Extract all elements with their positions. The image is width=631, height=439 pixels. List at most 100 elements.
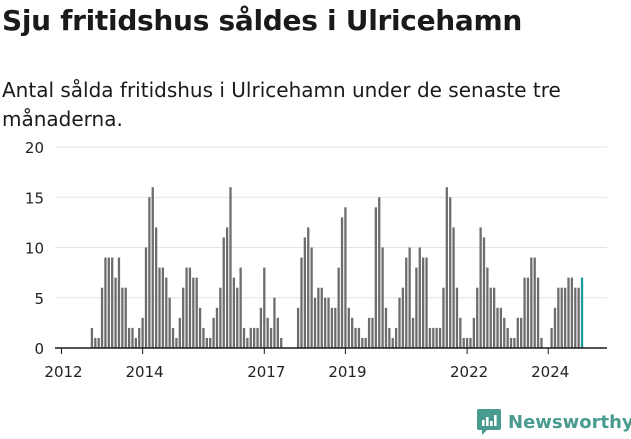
bar (161, 267, 165, 348)
bar (374, 207, 377, 348)
bar (445, 187, 448, 348)
bar (378, 197, 381, 348)
newsworthy-logo: Newsworthy (476, 408, 631, 436)
bar (367, 317, 371, 348)
bar (323, 297, 327, 348)
bar (560, 287, 563, 348)
bar (405, 257, 408, 348)
bar (455, 287, 459, 348)
bar (553, 307, 557, 348)
bar (469, 337, 472, 348)
bar (249, 327, 252, 348)
bar (276, 317, 279, 348)
bar (536, 277, 540, 348)
bar (111, 257, 114, 348)
y-tick-label: 0 (34, 340, 44, 358)
bar (117, 257, 121, 348)
bar (269, 327, 273, 348)
bar (107, 257, 110, 348)
bar (476, 287, 479, 348)
x-tick-label: 2024 (531, 363, 569, 380)
bar (486, 267, 489, 348)
bar (165, 277, 168, 348)
bar (259, 307, 263, 348)
brand-name: Newsworthy (508, 411, 631, 433)
chart-title: Sju fritidshus såldes i Ulricehamn (2, 4, 523, 37)
bar (344, 207, 347, 348)
bar (449, 197, 452, 348)
bar (300, 257, 303, 348)
bar (229, 187, 232, 348)
x-tick-label: 2022 (450, 363, 488, 380)
bar (273, 297, 276, 348)
bar (577, 287, 580, 348)
bar (503, 317, 506, 348)
bar (198, 307, 202, 348)
bar (520, 317, 523, 348)
bar (354, 327, 357, 348)
y-tick-label: 20 (25, 139, 44, 157)
bar (317, 287, 320, 348)
bar (131, 327, 134, 348)
bar (188, 267, 192, 348)
bar (151, 187, 154, 348)
bar (523, 277, 526, 348)
bar (253, 327, 256, 348)
bar (530, 257, 533, 348)
bar (246, 337, 249, 348)
y-axis: 0 5 10 15 20 (25, 139, 44, 358)
x-tick-label: 2012 (44, 363, 82, 380)
bar (351, 317, 354, 348)
bar (171, 327, 175, 348)
bar (215, 307, 219, 348)
bar (134, 337, 138, 348)
bar (533, 257, 536, 348)
bar (394, 327, 398, 348)
bar (296, 307, 300, 348)
bar (175, 337, 178, 348)
bar (202, 327, 205, 348)
bar (411, 317, 415, 348)
bar (327, 297, 330, 348)
bar (263, 267, 266, 348)
bar (482, 237, 486, 348)
chart-bars (90, 187, 584, 348)
bar (114, 277, 117, 348)
bar (225, 227, 229, 348)
x-tick-label: 2019 (328, 363, 366, 380)
bar (313, 297, 317, 348)
bar (509, 337, 513, 348)
bar (422, 257, 425, 348)
bar (361, 337, 364, 348)
bar (452, 227, 455, 348)
bar (141, 317, 144, 348)
bar (557, 287, 560, 348)
bar (178, 317, 181, 348)
bar (185, 267, 188, 348)
chart-subtitle: Antal sålda fritidshus i Ulricehamn unde… (2, 78, 561, 131)
bar (158, 267, 161, 348)
bar (432, 327, 435, 348)
bar (334, 307, 337, 348)
bar (574, 287, 577, 348)
bar (479, 227, 482, 348)
y-tick-label: 15 (25, 189, 44, 207)
bar (465, 337, 469, 348)
bar (438, 327, 442, 348)
bar (100, 287, 104, 348)
bar (127, 327, 131, 348)
bar (90, 327, 94, 348)
bar (472, 317, 476, 348)
bar (212, 317, 215, 348)
bar (94, 337, 97, 348)
bar (104, 257, 107, 348)
bar (526, 277, 530, 348)
y-tick-label: 5 (34, 290, 44, 308)
bar (330, 307, 334, 348)
bar (310, 247, 313, 348)
bar (516, 317, 519, 348)
chart-annotations: 7 (580, 130, 591, 135)
x-axis: 2012 2014 2017 2019 2022 2024 (44, 347, 607, 380)
bar (499, 307, 503, 348)
bar (398, 297, 401, 348)
